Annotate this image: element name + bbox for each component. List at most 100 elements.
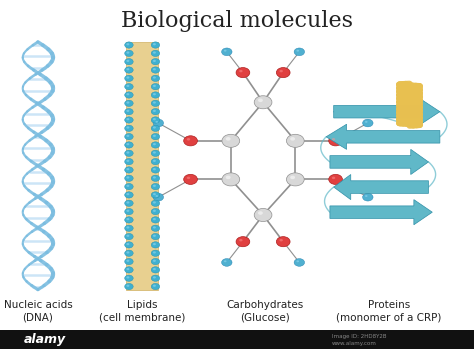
Circle shape bbox=[151, 167, 160, 173]
Text: Image ID: 2HD8Y2B: Image ID: 2HD8Y2B bbox=[332, 334, 386, 339]
Ellipse shape bbox=[280, 239, 283, 242]
Circle shape bbox=[127, 118, 129, 120]
Circle shape bbox=[127, 210, 129, 212]
Circle shape bbox=[127, 176, 129, 179]
Circle shape bbox=[125, 100, 133, 106]
Circle shape bbox=[125, 125, 133, 132]
Circle shape bbox=[236, 68, 250, 77]
Circle shape bbox=[151, 158, 160, 165]
Circle shape bbox=[125, 242, 133, 248]
Circle shape bbox=[125, 184, 133, 190]
Circle shape bbox=[125, 142, 133, 148]
Circle shape bbox=[329, 136, 342, 146]
Text: Proteins
(monomer of a CRP): Proteins (monomer of a CRP) bbox=[336, 300, 441, 322]
Ellipse shape bbox=[290, 176, 295, 179]
Circle shape bbox=[125, 158, 133, 165]
Circle shape bbox=[153, 68, 156, 70]
Ellipse shape bbox=[187, 177, 190, 179]
Circle shape bbox=[151, 225, 160, 231]
Circle shape bbox=[125, 59, 133, 65]
Circle shape bbox=[153, 102, 156, 104]
Circle shape bbox=[125, 92, 133, 98]
Circle shape bbox=[153, 210, 156, 212]
Ellipse shape bbox=[187, 138, 190, 141]
Circle shape bbox=[127, 135, 129, 137]
Circle shape bbox=[184, 136, 197, 146]
Circle shape bbox=[125, 200, 133, 206]
Circle shape bbox=[151, 242, 160, 248]
Ellipse shape bbox=[332, 177, 335, 179]
Circle shape bbox=[151, 150, 160, 156]
Text: alamy: alamy bbox=[24, 333, 66, 347]
Circle shape bbox=[254, 96, 272, 109]
FancyArrow shape bbox=[330, 149, 428, 174]
FancyArrow shape bbox=[334, 99, 440, 124]
Circle shape bbox=[151, 92, 160, 98]
Circle shape bbox=[125, 267, 133, 273]
Circle shape bbox=[125, 275, 133, 281]
Circle shape bbox=[153, 85, 156, 87]
Circle shape bbox=[125, 233, 133, 240]
FancyArrow shape bbox=[334, 174, 428, 200]
FancyArrow shape bbox=[330, 200, 432, 225]
Circle shape bbox=[153, 285, 156, 287]
Circle shape bbox=[222, 134, 240, 147]
Circle shape bbox=[363, 193, 373, 201]
Circle shape bbox=[153, 276, 156, 279]
Circle shape bbox=[151, 59, 160, 65]
Circle shape bbox=[153, 218, 156, 220]
Circle shape bbox=[151, 208, 160, 215]
Circle shape bbox=[153, 51, 156, 54]
Circle shape bbox=[153, 243, 156, 245]
Circle shape bbox=[127, 68, 129, 70]
Circle shape bbox=[153, 76, 156, 79]
Circle shape bbox=[153, 201, 156, 203]
Circle shape bbox=[153, 143, 156, 145]
Text: Biological molecules: Biological molecules bbox=[121, 10, 353, 32]
Circle shape bbox=[153, 60, 156, 62]
Circle shape bbox=[151, 109, 160, 115]
Circle shape bbox=[125, 67, 133, 73]
Ellipse shape bbox=[365, 195, 367, 197]
Circle shape bbox=[153, 193, 156, 195]
Circle shape bbox=[125, 83, 133, 90]
Circle shape bbox=[363, 119, 373, 127]
Circle shape bbox=[125, 75, 133, 81]
Circle shape bbox=[151, 250, 160, 257]
Circle shape bbox=[127, 185, 129, 187]
Circle shape bbox=[153, 43, 156, 45]
Circle shape bbox=[127, 76, 129, 79]
Circle shape bbox=[125, 217, 133, 223]
Circle shape bbox=[294, 48, 305, 56]
Circle shape bbox=[127, 143, 129, 145]
Circle shape bbox=[125, 175, 133, 181]
Circle shape bbox=[221, 259, 232, 266]
Circle shape bbox=[286, 173, 304, 186]
Ellipse shape bbox=[296, 260, 299, 262]
Circle shape bbox=[127, 93, 129, 95]
Ellipse shape bbox=[224, 260, 227, 262]
Circle shape bbox=[125, 109, 133, 115]
Circle shape bbox=[127, 285, 129, 287]
Circle shape bbox=[125, 283, 133, 290]
Circle shape bbox=[153, 193, 164, 201]
Circle shape bbox=[151, 67, 160, 73]
Ellipse shape bbox=[155, 195, 158, 197]
Circle shape bbox=[254, 208, 272, 222]
Circle shape bbox=[127, 235, 129, 237]
Circle shape bbox=[153, 185, 156, 187]
Circle shape bbox=[125, 133, 133, 140]
Circle shape bbox=[125, 208, 133, 215]
Ellipse shape bbox=[290, 137, 295, 141]
Bar bbox=[126, 42, 158, 290]
Circle shape bbox=[127, 102, 129, 104]
Circle shape bbox=[127, 160, 129, 162]
Circle shape bbox=[151, 283, 160, 290]
Ellipse shape bbox=[239, 70, 243, 72]
Text: www.alamy.com: www.alamy.com bbox=[332, 341, 377, 346]
Circle shape bbox=[151, 42, 160, 48]
Ellipse shape bbox=[226, 176, 231, 179]
Circle shape bbox=[153, 268, 156, 270]
Circle shape bbox=[151, 50, 160, 57]
Circle shape bbox=[153, 119, 164, 127]
